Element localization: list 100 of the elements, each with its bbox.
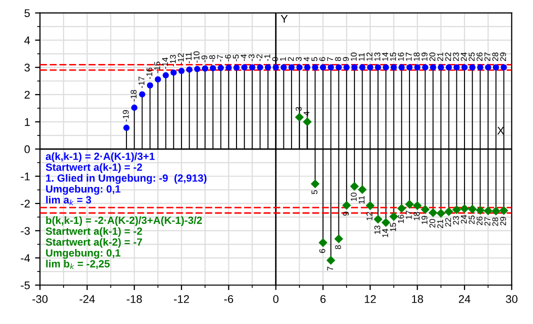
annotation: 29 <box>500 216 506 226</box>
point <box>461 64 468 71</box>
annotation: 15 <box>390 52 396 61</box>
annotation: -17 <box>138 76 144 88</box>
annotation: Startwert a(k-1) = -2 <box>46 163 142 173</box>
annotation: Umgebung: 0,1 <box>46 248 120 259</box>
annotation: Startwert a(k-1) = -2 <box>46 227 142 237</box>
point <box>366 202 374 210</box>
annotation: 16 <box>398 52 404 61</box>
annotation: -3 <box>248 54 254 62</box>
annotation: 18 <box>414 52 420 61</box>
point <box>296 64 303 71</box>
annotation: 23 <box>452 52 459 61</box>
x-tick-label: -12 <box>174 295 189 303</box>
annotation: 11 <box>358 196 364 204</box>
point <box>272 64 279 71</box>
annotation: lim a$_{k}$ = 3 <box>46 196 92 206</box>
annotation: lim b$_{k}$ = -2,25 <box>46 260 110 270</box>
annotation: 15 <box>390 222 396 232</box>
point <box>146 82 154 88</box>
point <box>256 64 264 71</box>
point <box>390 212 398 221</box>
point <box>444 208 453 216</box>
y-tick-label: -4 <box>20 254 30 262</box>
point <box>492 64 500 71</box>
annotation: 28 <box>492 52 498 61</box>
annotation: 27 <box>484 217 490 226</box>
point <box>328 64 334 71</box>
annotation: 27 <box>484 52 490 61</box>
annotation: 19 <box>422 216 428 224</box>
annotation: -13 <box>170 54 176 66</box>
point <box>320 64 326 71</box>
y-tick-label: -5 <box>20 282 30 290</box>
annotation: 17 <box>406 210 412 219</box>
annotation: 9 <box>342 212 349 216</box>
annotation: 8 <box>335 245 341 250</box>
annotation: -11 <box>186 52 192 64</box>
point <box>428 208 438 217</box>
point <box>326 256 335 264</box>
annotation: -12 <box>178 53 184 65</box>
point <box>336 64 342 71</box>
x-tick-label: 6 <box>320 295 326 304</box>
annotation: 25 <box>468 216 475 224</box>
annotation: 1 <box>280 57 286 61</box>
point <box>500 64 507 71</box>
x-tick-label: -18 <box>126 295 142 304</box>
y-tick-label: 4 <box>24 36 30 44</box>
point <box>350 182 359 190</box>
annotation: 24 <box>460 52 467 61</box>
y-axis-title: Y <box>280 14 288 23</box>
annotation: 26 <box>476 216 482 226</box>
point <box>414 64 420 71</box>
annotation: 28 <box>492 217 498 226</box>
point <box>303 118 312 126</box>
annotation: 1. Glied in Umgebung: -9 (2,913) <box>46 174 206 184</box>
annotation: 21 <box>437 220 444 228</box>
point <box>390 64 397 71</box>
y-tick-label: 2 <box>24 90 30 99</box>
point <box>123 124 130 131</box>
point <box>382 64 390 71</box>
annotation: a(k,k-1) = 2·A(K-1)/3+1 <box>46 152 155 162</box>
annotation: 29 <box>500 52 506 61</box>
point <box>469 64 476 71</box>
point <box>374 215 382 224</box>
x-tick-label: -6 <box>224 295 234 304</box>
point <box>280 64 287 71</box>
annotation: 21 <box>437 52 444 61</box>
point <box>397 204 406 213</box>
x-tick-label: 0 <box>273 295 278 304</box>
point <box>446 64 452 71</box>
x-tick-label: 18 <box>412 295 424 304</box>
annotation: 20 <box>429 219 436 228</box>
point <box>484 206 492 215</box>
point <box>436 209 446 218</box>
annotation: 5 <box>312 190 318 194</box>
annotation: 23 <box>452 216 459 225</box>
point <box>438 64 444 71</box>
annotation: 5 <box>312 57 318 62</box>
annotation: -10 <box>194 51 200 63</box>
point <box>476 206 484 214</box>
point <box>178 68 185 74</box>
point <box>374 64 382 71</box>
annotation: 7 <box>327 266 334 271</box>
point <box>468 205 477 214</box>
point <box>139 91 146 98</box>
annotation: 14 <box>382 228 388 238</box>
point <box>318 238 328 247</box>
point <box>484 64 492 71</box>
annotation: 25 <box>468 52 475 61</box>
point <box>162 72 169 78</box>
point <box>422 64 428 71</box>
annotation: 12 <box>366 212 372 220</box>
point <box>460 204 469 213</box>
annotation: 6 <box>319 57 326 61</box>
annotation: 3 <box>296 57 302 62</box>
x-tick-label: 24 <box>458 295 470 303</box>
point <box>264 64 272 71</box>
x-tick-label: 30 <box>506 295 518 304</box>
annotation: 13 <box>374 52 380 61</box>
annotation: 26 <box>476 52 482 61</box>
